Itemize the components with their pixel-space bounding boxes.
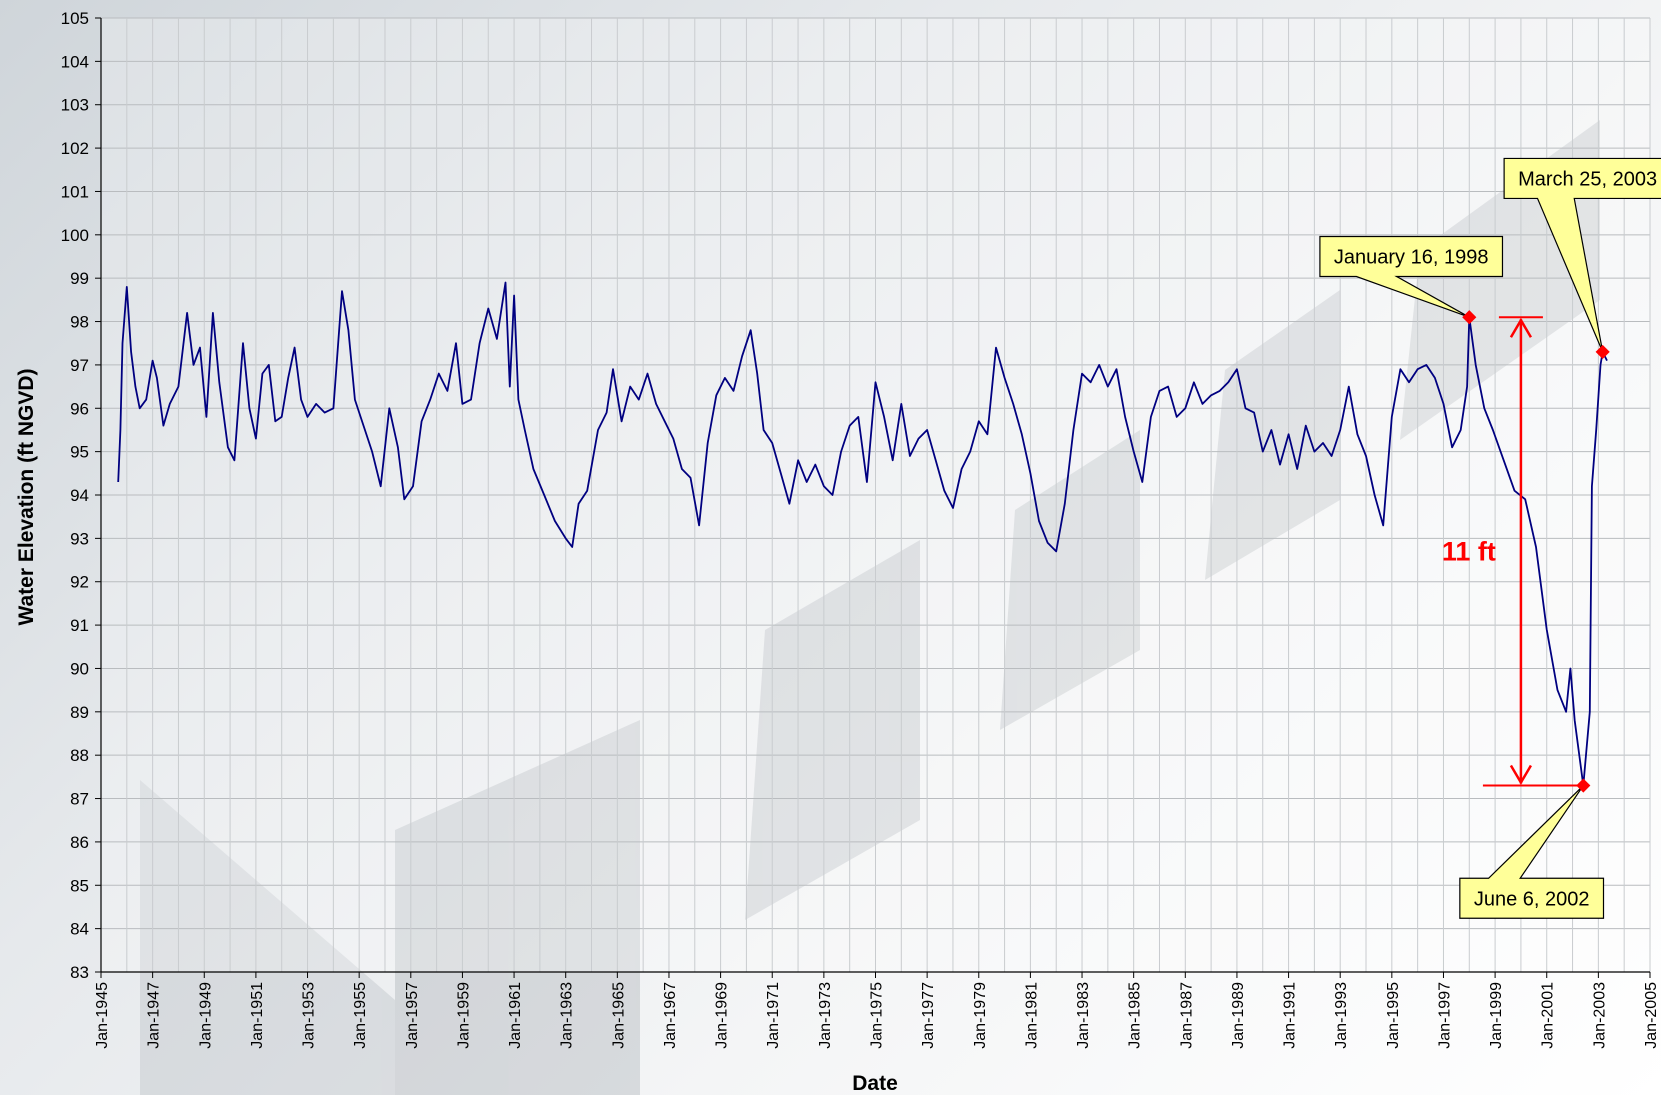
x-tick-label: Jan-2003 — [1591, 982, 1608, 1049]
x-tick-label: Jan-1999 — [1488, 982, 1505, 1049]
x-tick-label: Jan-1945 — [94, 982, 111, 1049]
callout-label: March 25, 2003 — [1518, 168, 1657, 190]
x-tick-label: Jan-1993 — [1333, 982, 1350, 1049]
y-tick-label: 83 — [70, 963, 89, 982]
callout-box — [1503, 157, 1661, 353]
x-tick-label: Jan-1951 — [249, 982, 266, 1049]
x-tick-label: Jan-1965 — [610, 982, 627, 1049]
x-axis-title: Date — [852, 1072, 898, 1095]
y-tick-label: 87 — [70, 790, 89, 809]
callout-label: June 6, 2002 — [1474, 888, 1590, 910]
x-tick-label: Jan-1973 — [817, 982, 834, 1049]
y-tick-label: 86 — [70, 833, 89, 852]
x-tick-label: Jan-1955 — [352, 982, 369, 1049]
y-tick-label: 91 — [70, 616, 89, 635]
x-tick-label: Jan-1995 — [1385, 982, 1402, 1049]
y-axis-title: Water Elevation (ft NGVD) — [15, 368, 38, 625]
x-tick-label: Jan-1983 — [1075, 982, 1092, 1049]
highlight-marker — [1576, 778, 1591, 793]
y-tick-label: 104 — [61, 52, 89, 71]
callout-label: January 16, 1998 — [1334, 247, 1489, 269]
measurement-arrow-down — [1509, 764, 1532, 786]
measurement-arrow-up — [1509, 317, 1532, 338]
x-axis-ticks: Jan-1945 Jan-1947 Jan-1949 Jan-1951 Jan-1953… — [94, 972, 1660, 1049]
x-tick-label: Jan-1985 — [1127, 982, 1144, 1049]
y-tick-label: 98 — [70, 313, 89, 332]
callout-box — [1459, 785, 1605, 919]
callout: June 6, 2002 — [1459, 778, 1605, 919]
y-tick-label: 89 — [70, 703, 89, 722]
callout: January 16, 1998 — [1319, 235, 1504, 325]
x-tick-label: Jan-1953 — [301, 982, 318, 1049]
y-tick-label: 105 — [61, 9, 89, 28]
y-tick-label: 95 — [70, 443, 89, 462]
y-axis-ticks: 83 84 85 86 87 88 89 90 91 92 93 94 95 96 97 98 99 100 101… — [61, 9, 101, 982]
x-tick-label: Jan-1981 — [1023, 982, 1040, 1049]
x-tick-label: Jan-1971 — [765, 982, 782, 1049]
x-tick-label: Jan-1957 — [404, 982, 421, 1049]
x-tick-label: Jan-1961 — [507, 982, 524, 1049]
x-tick-label: Jan-1989 — [1230, 982, 1247, 1049]
x-tick-label: Jan-1991 — [1282, 982, 1299, 1049]
y-tick-label: 88 — [70, 746, 89, 765]
y-tick-label: 93 — [70, 529, 89, 548]
y-tick-label: 102 — [61, 139, 89, 158]
y-tick-label: 99 — [70, 269, 89, 288]
highlight-marker — [1462, 310, 1477, 325]
x-tick-label: Jan-1977 — [920, 982, 937, 1049]
x-tick-label: Jan-1975 — [869, 982, 886, 1049]
x-tick-label: Jan-1967 — [662, 982, 679, 1049]
y-tick-label: 101 — [61, 182, 89, 201]
x-tick-label: Jan-1979 — [972, 982, 989, 1049]
x-tick-label: Jan-1987 — [1178, 982, 1195, 1049]
measurement-label: 11 ft — [1442, 536, 1496, 566]
x-tick-label: Jan-1997 — [1436, 982, 1453, 1049]
x-tick-label: Jan-2001 — [1540, 982, 1557, 1049]
axes — [100, 18, 1650, 973]
callout: March 25, 2003 — [1503, 157, 1661, 359]
y-tick-label: 97 — [70, 356, 89, 375]
highlight-marker — [1595, 344, 1610, 359]
y-tick-label: 100 — [61, 226, 89, 245]
callouts: January 16, 1998 March 25, 2003 June 6, 20… — [1319, 157, 1661, 919]
x-tick-label: Jan-1963 — [559, 982, 576, 1049]
series-line-water-elevation — [117, 281, 1608, 787]
x-tick-label: Jan-1959 — [455, 982, 472, 1049]
y-tick-label: 103 — [61, 96, 89, 115]
y-tick-label: 94 — [70, 486, 89, 505]
x-tick-label: Jan-1969 — [714, 982, 731, 1049]
y-tick-label: 85 — [70, 876, 89, 895]
grid — [100, 17, 1651, 973]
x-tick-label: Jan-1949 — [197, 982, 214, 1049]
y-tick-label: 96 — [70, 399, 89, 418]
y-tick-label: 92 — [70, 573, 89, 592]
x-tick-label: Jan-1947 — [146, 982, 163, 1049]
y-tick-label: 84 — [70, 920, 89, 939]
y-tick-label: 90 — [70, 659, 89, 678]
callout-box — [1319, 235, 1504, 318]
x-tick-label: Jan-2005 — [1643, 982, 1660, 1049]
measurement-annotation: 11 ft — [1442, 316, 1581, 787]
